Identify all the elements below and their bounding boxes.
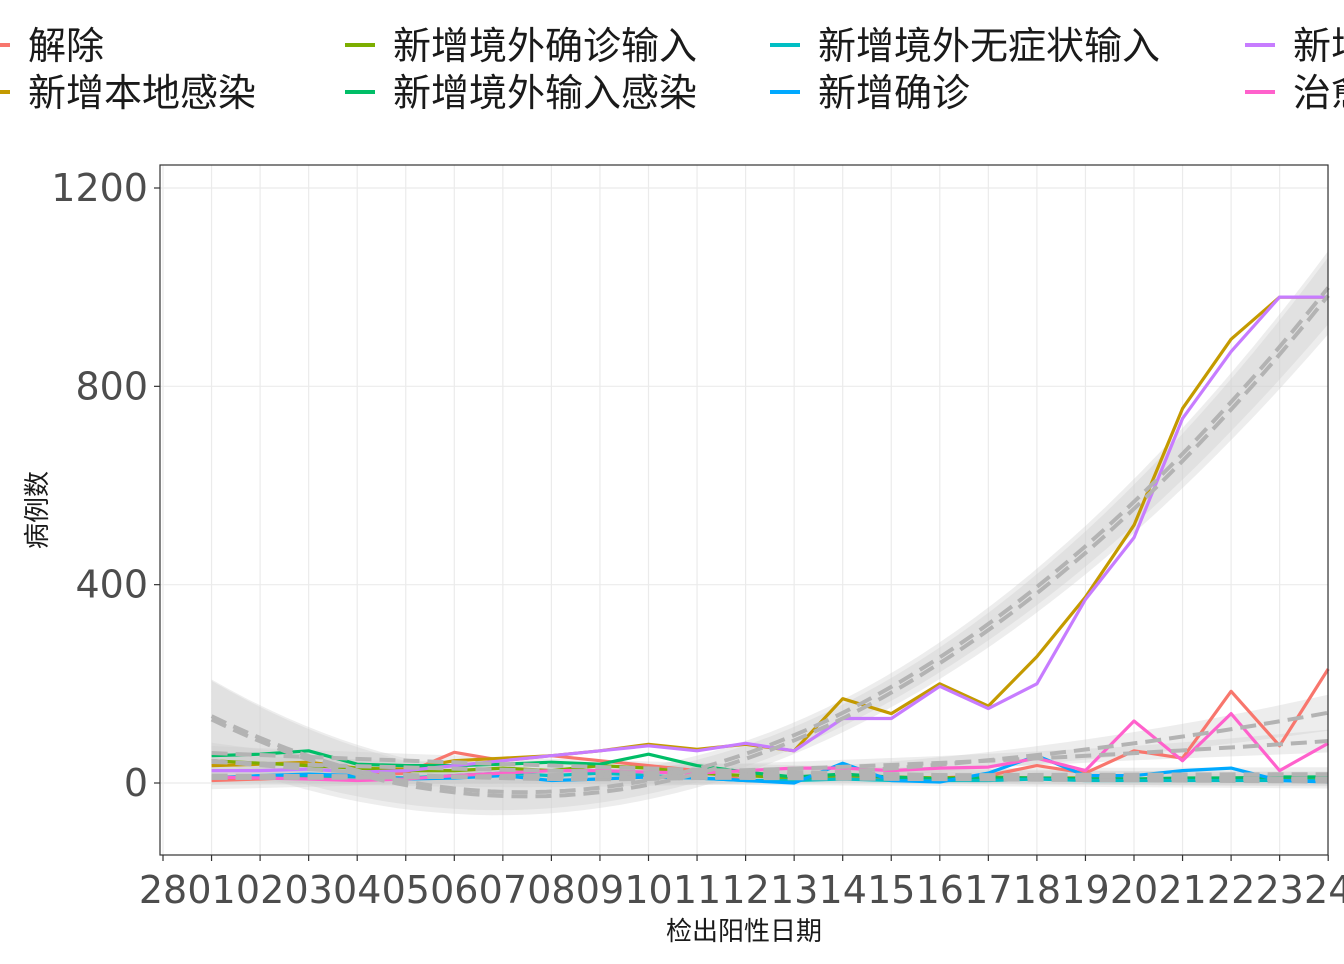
x-tick-label: 16: [916, 868, 964, 912]
panel-border: [159, 164, 1329, 856]
trend-band: [211, 746, 1329, 787]
trend-lines: [210, 286, 1330, 799]
x-tick-label: 15: [867, 868, 915, 912]
x-tick-label: 08: [527, 868, 575, 912]
x-tick-label: 04: [333, 868, 381, 912]
trend-line: [211, 739, 1329, 780]
x-tick-label: 07: [479, 868, 527, 912]
x-tick-label: 01: [187, 868, 235, 912]
x-tick-label: 19: [1061, 868, 1109, 912]
x-tick-label: 09: [576, 868, 624, 912]
y-axis-label: 病例数: [23, 471, 53, 549]
legend-item: 新增境外确诊输入: [345, 24, 697, 68]
x-tick-label: 23: [1255, 868, 1303, 912]
trend-line: [210, 286, 1330, 795]
trend-line: [211, 773, 1329, 784]
legend-item: 新增本地感染: [0, 71, 256, 115]
trend-line: [210, 294, 1330, 799]
legend-label: 新增境外无症状输入: [818, 24, 1160, 68]
legend-label: 新增本地感染: [28, 71, 256, 115]
x-tick-label: 03: [284, 868, 332, 912]
y-tick-label: 400: [75, 563, 148, 607]
legend-label: 新增境外输入感染: [393, 71, 697, 115]
x-tick-label: 06: [430, 868, 478, 912]
legend-item: 治愈: [1245, 71, 1344, 115]
x-tick-label: 20: [1110, 868, 1158, 912]
legend-label: 新增无症状感染: [1293, 24, 1344, 68]
legend-item: 新增无症状感染: [1245, 24, 1344, 68]
y-tick-label: 1200: [51, 166, 148, 210]
trend-line: [211, 772, 1329, 780]
x-tick-label: 28: [139, 868, 187, 912]
x-tick-label: 24: [1304, 868, 1344, 912]
series-line: [211, 295, 1329, 774]
x-tick-label: 10: [624, 868, 672, 912]
x-tick-label: 21: [1158, 868, 1206, 912]
legend-item: 新增境外输入感染: [345, 71, 697, 115]
x-tick-label: 14: [819, 868, 867, 912]
x-tick-label: 17: [964, 868, 1012, 912]
y-tick-label: 800: [75, 364, 148, 408]
x-tick-label: 18: [1013, 868, 1061, 912]
legend-label: 治愈: [1293, 71, 1344, 115]
legend-label: 解除: [28, 24, 104, 68]
legend-item: 新增确诊: [770, 71, 970, 115]
x-tick-label: 12: [721, 868, 769, 912]
x-axis-label: 检出阳性日期: [666, 917, 822, 947]
legend-label: 新增境外确诊输入: [393, 24, 697, 68]
x-tick-label: 05: [382, 868, 430, 912]
x-tick-label: 13: [770, 868, 818, 912]
legend-item: 解除: [0, 24, 104, 68]
trend-line: [211, 751, 1329, 782]
plot-area: [159, 164, 1330, 856]
y-tick-label: 0: [124, 761, 148, 805]
x-tick-label: 11: [673, 868, 721, 912]
x-tick-label: 22: [1207, 868, 1255, 912]
legend-item: 新增境外无症状输入: [770, 24, 1160, 68]
legend-label: 新增确诊: [818, 71, 970, 115]
x-tick-label: 02: [236, 868, 284, 912]
